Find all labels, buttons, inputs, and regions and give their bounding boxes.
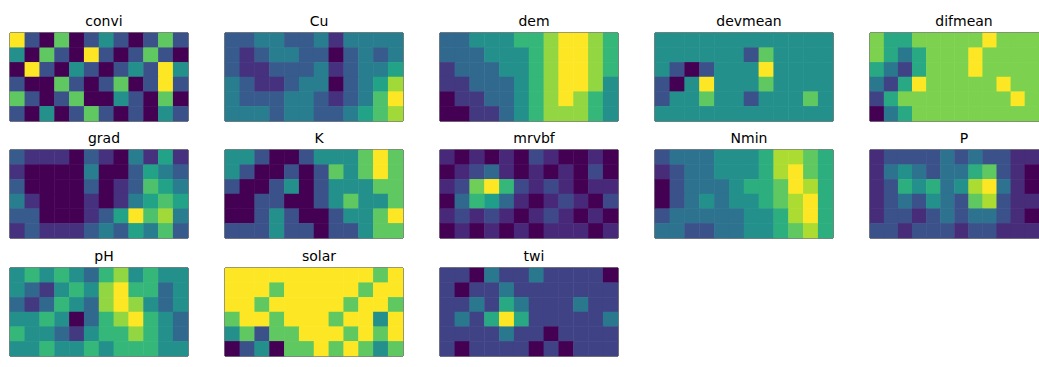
svg-text:twi: twi [524,248,545,264]
svg-text:dem: dem [518,13,549,29]
svg-text:convi: convi [85,13,122,29]
svg-text:grad: grad [88,130,120,146]
svg-text:solar: solar [302,248,336,264]
svg-text:Nmin: Nmin [731,130,768,146]
svg-text:Cu: Cu [310,13,329,29]
svg-text:mrvbf: mrvbf [513,130,556,146]
svg-text:difmean: difmean [935,13,992,29]
svg-text:K: K [314,130,324,146]
svg-text:devmean: devmean [716,13,782,29]
svg-text:pH: pH [94,248,113,264]
svg-text:P: P [960,130,968,146]
